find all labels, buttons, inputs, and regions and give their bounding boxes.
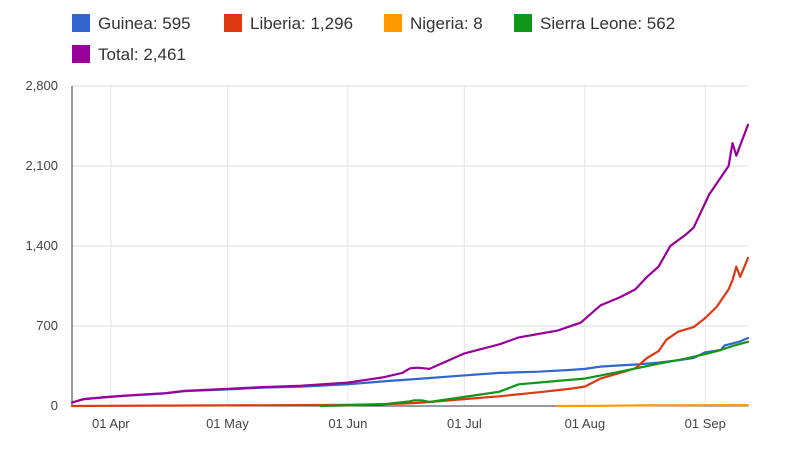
x-tick-label: 01 Jul bbox=[447, 416, 482, 431]
series-line-liberia bbox=[70, 256, 750, 408]
y-tick-label: 2,100 bbox=[25, 158, 58, 173]
legend-label-nigeria: Nigeria: 8 bbox=[410, 14, 483, 33]
y-tick-label: 700 bbox=[36, 318, 58, 333]
y-tick-label: 0 bbox=[51, 398, 58, 413]
legend-swatch-guinea bbox=[72, 14, 90, 32]
series-line-sierra-leone bbox=[319, 340, 750, 408]
series-line-nigeria bbox=[556, 404, 750, 408]
series-line-total bbox=[70, 123, 750, 404]
legend-label-total: Total: 2,461 bbox=[98, 45, 186, 64]
x-tick-label: 01 Aug bbox=[565, 416, 606, 431]
y-tick-label: 2,800 bbox=[25, 78, 58, 93]
legend-label-guinea: Guinea: 595 bbox=[98, 14, 191, 33]
x-tick-label: 01 Sep bbox=[685, 416, 726, 431]
chart-axes: 0 700 1,400 2,100 2,800 01 Apr 01 May 01 Jun 01 … bbox=[25, 78, 748, 431]
legend-swatch-liberia bbox=[224, 14, 242, 32]
chart-series-layer bbox=[70, 123, 750, 408]
y-tick-label: 1,400 bbox=[25, 238, 58, 253]
legend-swatch-nigeria bbox=[384, 14, 402, 32]
legend-swatch-sierra-leone bbox=[514, 14, 532, 32]
x-tick-label: 01 May bbox=[206, 416, 249, 431]
legend-swatch-total bbox=[72, 45, 90, 63]
x-tick-label: 01 Jun bbox=[328, 416, 367, 431]
chart-legend: Guinea: 595 Liberia: 1,296 Nigeria: 8 Sierr… bbox=[72, 14, 675, 64]
x-tick-label: 01 Apr bbox=[92, 416, 130, 431]
legend-label-sierra-leone: Sierra Leone: 562 bbox=[540, 14, 675, 33]
legend-label-liberia: Liberia: 1,296 bbox=[250, 14, 353, 33]
